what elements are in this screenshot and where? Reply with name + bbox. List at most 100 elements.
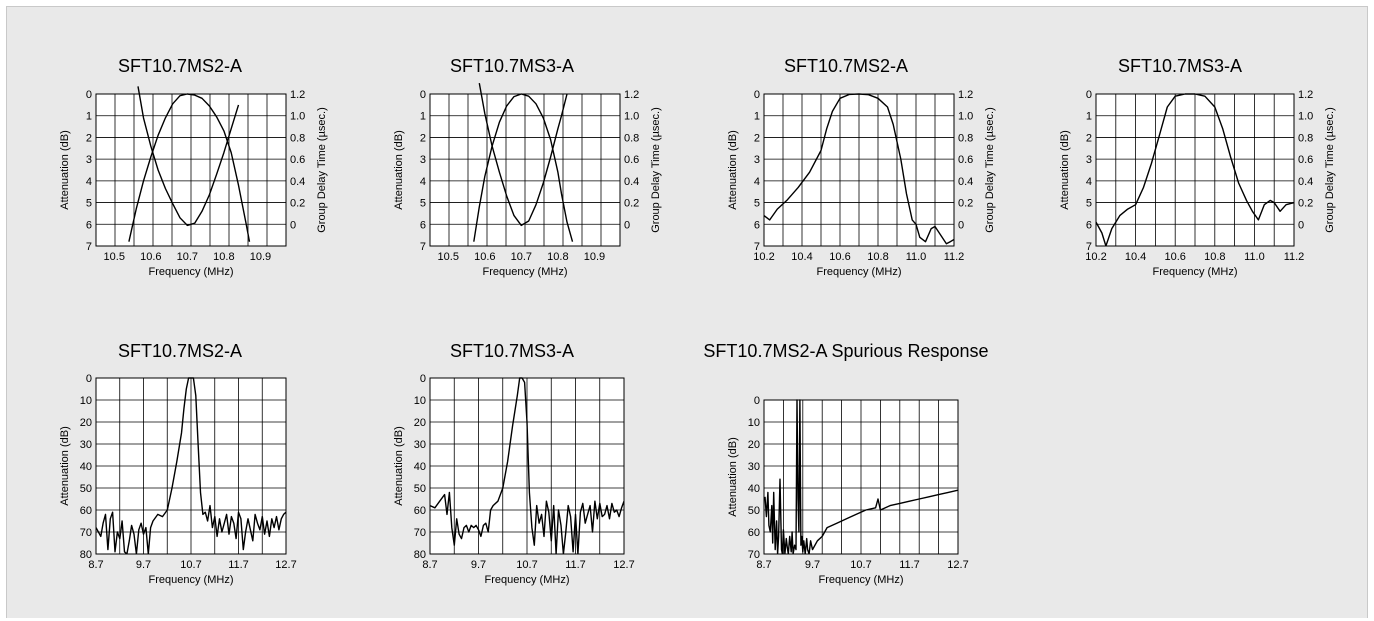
x-tick-label: 10.2 <box>753 251 774 263</box>
y-right-tick-label: 0.6 <box>290 154 305 166</box>
y-tick-label: 60 <box>748 527 760 539</box>
y-tick-label: 50 <box>80 483 92 495</box>
y-tick-label: 0 <box>754 395 760 407</box>
x-axis-label: Frequency (MHz) <box>1153 266 1238 278</box>
x-tick-label: 10.7 <box>180 559 201 571</box>
x-tick-label: 10.7 <box>177 251 198 263</box>
x-tick-label: 10.6 <box>829 251 850 263</box>
y-axis-label: Attenuation (dB) <box>727 437 739 517</box>
y-tick-label: 4 <box>420 176 426 188</box>
y-right-tick-label: 1.0 <box>958 111 973 123</box>
y-right-tick-label: 1.0 <box>290 111 305 123</box>
y-tick-label: 4 <box>754 176 760 188</box>
x-axis-label: Frequency (MHz) <box>149 266 234 278</box>
chart-title: SFT10.7MS2-A Spurious Response <box>703 341 988 361</box>
series-line-attenuation <box>128 93 251 242</box>
y-tick-label: 7 <box>420 241 426 253</box>
x-axis-label: Frequency (MHz) <box>819 574 904 586</box>
x-tick-label: 11.0 <box>1244 251 1265 263</box>
chart-title: SFT10.7MS2-A <box>118 341 242 361</box>
y-tick-label: 5 <box>86 198 92 210</box>
x-tick-label: 10.6 <box>1164 251 1185 263</box>
y-tick-label: 60 <box>414 505 426 517</box>
x-tick-label: 11.7 <box>899 559 920 571</box>
y-right-tick-label: 0 <box>1298 219 1304 231</box>
y-right-tick-label: 1.2 <box>958 89 973 101</box>
y-tick-label: 5 <box>1086 198 1092 210</box>
y-right-tick-label: 0.2 <box>1298 198 1313 210</box>
y-right-tick-label: 0 <box>624 219 630 231</box>
y-tick-label: 1 <box>420 111 426 123</box>
x-tick-label: 10.6 <box>474 251 495 263</box>
x-tick-label: 9.7 <box>136 559 151 571</box>
x-axis-label: Frequency (MHz) <box>149 574 234 586</box>
x-tick-label: 10.5 <box>104 251 125 263</box>
y-right-tick-label: 0.6 <box>1298 154 1313 166</box>
y-right-tick-label: 0.8 <box>624 132 639 144</box>
x-tick-label: 10.7 <box>516 559 537 571</box>
y-tick-label: 30 <box>414 439 426 451</box>
y-right-tick-label: 0.4 <box>1298 176 1313 188</box>
y-right-tick-label: 0.8 <box>1298 132 1313 144</box>
x-tick-label: 11.7 <box>228 559 249 571</box>
x-tick-label: 8.7 <box>422 559 437 571</box>
series-line-group-delay <box>137 86 240 227</box>
y-right-axis-label: Group Delay Time (µsec.) <box>984 107 996 233</box>
y-tick-label: 7 <box>86 241 92 253</box>
grid-lines <box>430 378 624 554</box>
y-axis-label: Attenuation (dB) <box>59 130 71 210</box>
chart-4: SFT10.7MS3-A 0 1 2 3 4 5 6 7 1.2 1.0 0.8 0.6 0.4 0.2 0 G… <box>1059 56 1336 278</box>
x-tick-label: 10.9 <box>584 251 605 263</box>
y-right-tick-label: 1.2 <box>624 89 639 101</box>
y-tick-label: 0 <box>86 89 92 101</box>
y-tick-label: 50 <box>748 505 760 517</box>
y-right-tick-label: 0.2 <box>958 198 973 210</box>
y-right-axis-label: Group Delay Time (µsec.) <box>316 107 328 233</box>
y-tick-label: 3 <box>420 154 426 166</box>
y-tick-label: 6 <box>86 219 92 231</box>
y-tick-label: 3 <box>86 154 92 166</box>
series-line-attenuation <box>430 377 624 554</box>
chart-title: SFT10.7MS3-A <box>1118 56 1242 76</box>
series-line-attenuation <box>764 93 954 245</box>
y-tick-label: 50 <box>414 483 426 495</box>
y-axis-label: Attenuation (dB) <box>393 130 405 210</box>
series-line-group-delay <box>478 82 568 227</box>
y-right-axis-label: Group Delay Time (µsec.) <box>1324 107 1336 233</box>
series-line-attenuation <box>1096 93 1294 246</box>
y-tick-label: 7 <box>754 241 760 253</box>
x-tick-label: 12.7 <box>613 559 634 571</box>
chart-title: SFT10.7MS3-A <box>450 341 574 361</box>
x-tick-label: 9.7 <box>471 559 486 571</box>
y-right-axis-label: Group Delay Time (µsec.) <box>650 107 662 233</box>
y-tick-label: 0 <box>1086 89 1092 101</box>
y-tick-label: 80 <box>414 549 426 561</box>
chart-title: SFT10.7MS3-A <box>450 56 574 76</box>
y-tick-label: 60 <box>80 505 92 517</box>
y-tick-label: 6 <box>420 219 426 231</box>
x-axis-label: Frequency (MHz) <box>817 266 902 278</box>
x-tick-label: 10.2 <box>1085 251 1106 263</box>
series-line-attenuation <box>96 377 286 554</box>
y-tick-label: 20 <box>414 417 426 429</box>
y-tick-label: 3 <box>1086 154 1092 166</box>
grid-lines <box>96 378 286 554</box>
y-tick-label: 4 <box>86 176 92 188</box>
plot-frame <box>763 399 959 555</box>
y-right-tick-label: 0.4 <box>958 176 973 188</box>
y-tick-label: 70 <box>748 549 760 561</box>
y-tick-label: 5 <box>420 198 426 210</box>
y-tick-label: 0 <box>86 373 92 385</box>
y-tick-label: 2 <box>420 132 426 144</box>
chart-3: SFT10.7MS2-A 0 1 2 3 4 5 6 7 1.2 1.0 0.8 0.6 0.4 0.2 0 G… <box>727 56 996 278</box>
x-tick-label: 11.7 <box>565 559 586 571</box>
chart-title: SFT10.7MS2-A <box>784 56 908 76</box>
y-right-tick-label: 0.4 <box>290 176 305 188</box>
x-tick-label: 10.4 <box>791 251 812 263</box>
y-tick-label: 1 <box>86 111 92 123</box>
y-right-tick-label: 1.0 <box>1298 111 1313 123</box>
x-tick-label: 11.2 <box>1284 251 1305 263</box>
y-tick-label: 80 <box>80 549 92 561</box>
y-right-tick-label: 0.6 <box>624 154 639 166</box>
